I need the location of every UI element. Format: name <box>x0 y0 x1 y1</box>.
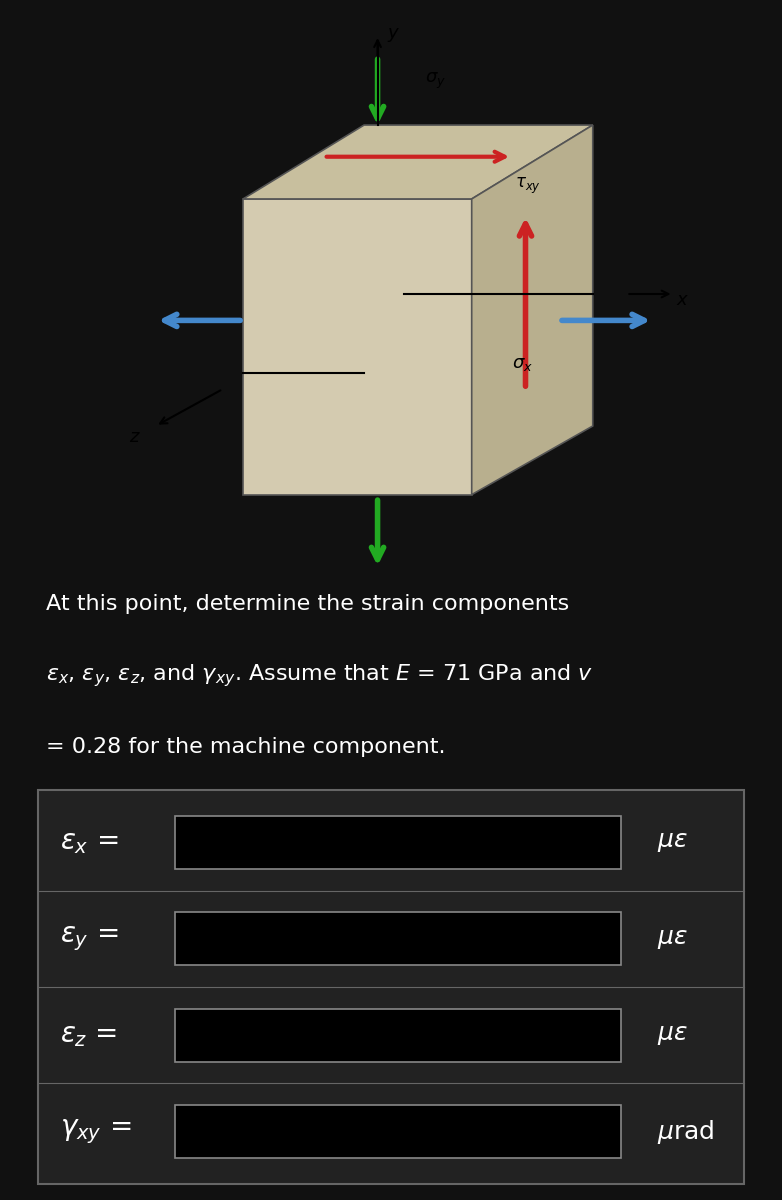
Text: = 0.28 for the machine component.: = 0.28 for the machine component. <box>45 737 445 757</box>
Text: x: x <box>676 290 687 308</box>
Text: y: y <box>388 24 398 42</box>
Text: $\varepsilon_y$ =: $\varepsilon_y$ = <box>60 924 119 953</box>
FancyBboxPatch shape <box>175 912 621 965</box>
Text: $\tau_{xy}$: $\tau_{xy}$ <box>515 176 541 197</box>
Polygon shape <box>472 125 593 494</box>
Text: $\mu\varepsilon$: $\mu\varepsilon$ <box>657 1024 688 1048</box>
Text: $\sigma_y$: $\sigma_y$ <box>425 71 446 91</box>
FancyBboxPatch shape <box>175 816 621 869</box>
FancyBboxPatch shape <box>175 1105 621 1158</box>
Text: $\mu$rad: $\mu$rad <box>657 1117 715 1146</box>
Text: z: z <box>129 428 138 446</box>
Text: $\varepsilon_z$ =: $\varepsilon_z$ = <box>60 1021 117 1049</box>
Text: $\mu\varepsilon$: $\mu\varepsilon$ <box>657 926 688 950</box>
Text: $\varepsilon_x$, $\varepsilon_y$, $\varepsilon_z$, and $\gamma_{xy}$. Assume tha: $\varepsilon_x$, $\varepsilon_y$, $\vare… <box>45 661 593 689</box>
Text: At this point, determine the strain components: At this point, determine the strain comp… <box>45 594 569 614</box>
FancyBboxPatch shape <box>38 790 744 1184</box>
FancyBboxPatch shape <box>175 1009 621 1062</box>
Text: $\varepsilon_x$ =: $\varepsilon_x$ = <box>60 828 119 857</box>
Text: $\mu\varepsilon$: $\mu\varepsilon$ <box>657 830 688 854</box>
Text: $\gamma_{xy}$ =: $\gamma_{xy}$ = <box>60 1117 131 1146</box>
Text: $\sigma_x$: $\sigma_x$ <box>512 355 533 373</box>
Polygon shape <box>243 125 593 199</box>
Polygon shape <box>243 199 472 494</box>
